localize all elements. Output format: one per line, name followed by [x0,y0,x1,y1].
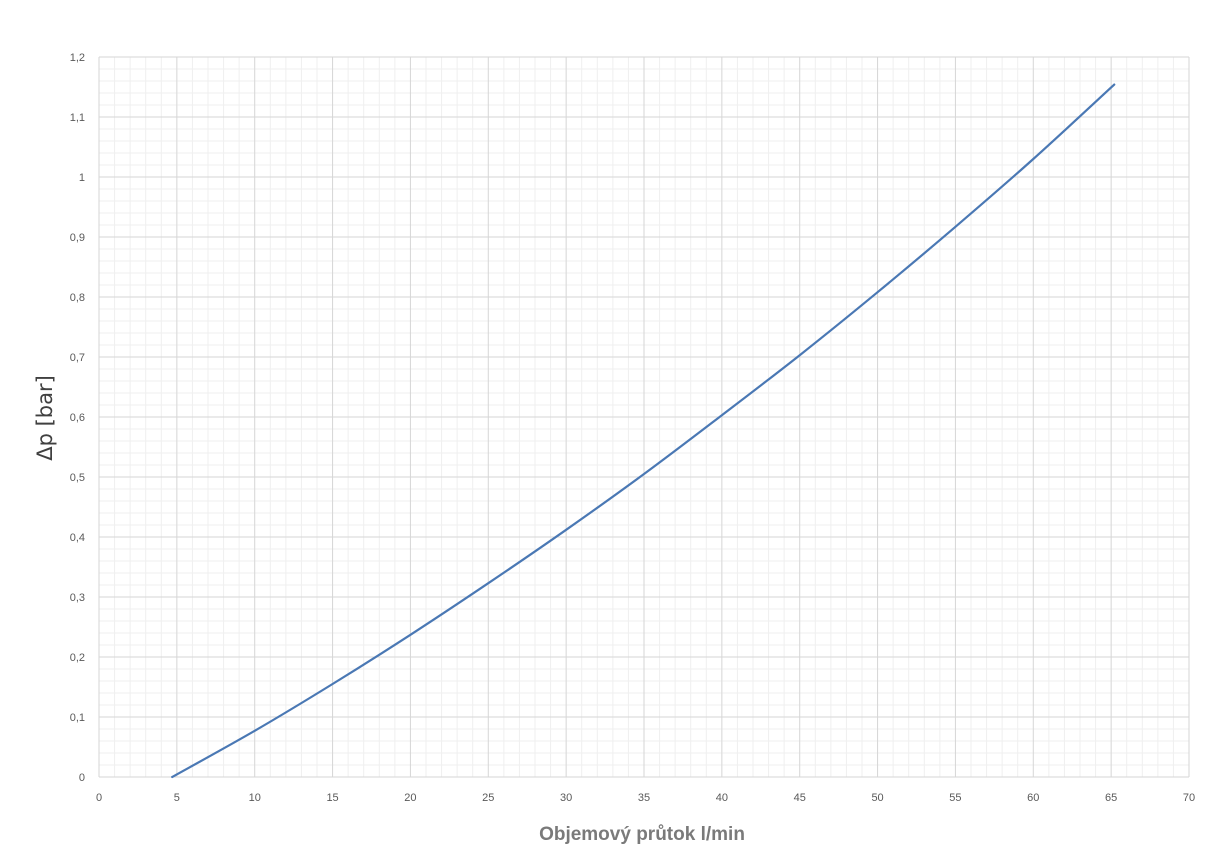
x-tick-label: 55 [949,792,961,804]
x-tick-label: 70 [1183,792,1195,804]
y-tick-label: 0,5 [70,472,85,484]
y-tick-label: 1,1 [70,112,85,124]
x-tick-label: 30 [560,792,572,804]
x-tick-label: 5 [174,792,180,804]
series-layer [171,83,1116,779]
y-tick-label: 0,6 [70,412,85,424]
series-line-0 [171,83,1116,779]
x-tick-label: 10 [249,792,261,804]
y-tick-label: 0,1 [70,712,85,724]
y-tick-label: 0,3 [70,592,85,604]
y-tick-label: 0,9 [70,232,85,244]
x-tick-label: 20 [404,792,416,804]
x-tick-labels: 0 5 10 15 20 25 30 35 40 45 50 55 60 65 70 [96,792,1195,804]
x-tick-label: 60 [1027,792,1039,804]
x-tick-label: 25 [482,792,494,804]
y-tick-label: 1 [79,172,85,184]
x-tick-label: 45 [794,792,806,804]
x-tick-label: 50 [871,792,883,804]
y-tick-labels: 0 0,1 0,2 0,3 0,4 0,5 0,6 0,7 0,8 0,9 1 1,1 1,2 [70,52,85,784]
major-grid [98,56,1190,778]
y-tick-label: 0,7 [70,352,85,364]
y-axis-title: Δp [bar] [33,375,57,461]
y-tick-label: 1,2 [70,52,85,64]
x-tick-label: 40 [716,792,728,804]
y-tick-label: 0,8 [70,292,85,304]
y-tick-label: 0 [79,772,85,784]
x-axis-title: Objemový průtok l/min [539,824,745,845]
x-tick-label: 35 [638,792,650,804]
x-tick-label: 65 [1105,792,1117,804]
x-tick-label: 15 [326,792,338,804]
y-tick-label: 0,2 [70,652,85,664]
y-tick-label: 0,4 [70,532,85,544]
x-tick-label: 0 [96,792,102,804]
